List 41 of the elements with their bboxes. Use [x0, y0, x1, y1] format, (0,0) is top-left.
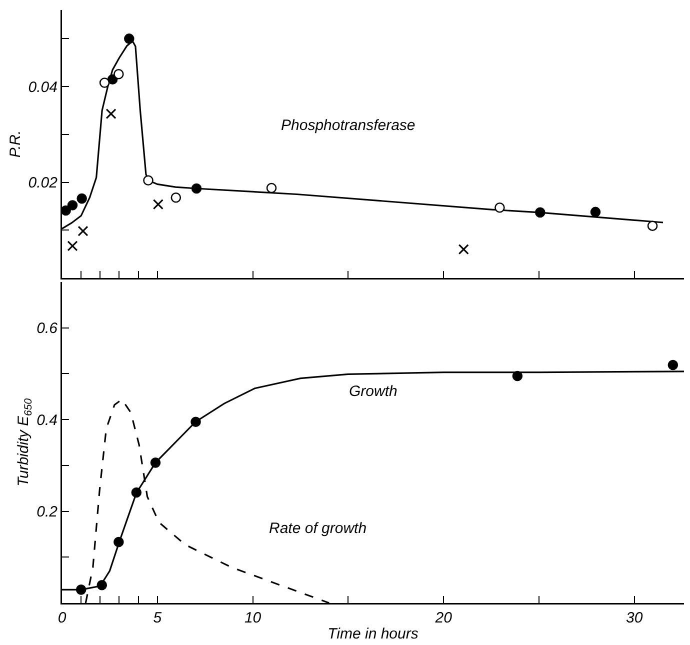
x-axis-title: Time in hours [328, 625, 419, 642]
point [106, 108, 116, 120]
point [124, 34, 134, 44]
point [114, 536, 124, 548]
point [67, 240, 78, 252]
x-tick-label: 10 [244, 610, 262, 626]
point [647, 220, 658, 231]
y-tick-label: 0.2 [36, 504, 58, 521]
annotation: Growth [349, 383, 398, 400]
x-tick-label: 5 [153, 610, 162, 626]
point [590, 206, 601, 218]
point [96, 580, 108, 590]
annotation: Phosphotransferase [281, 117, 416, 134]
y-tick-label: 0.4 [36, 412, 58, 429]
point [512, 370, 523, 382]
point [78, 226, 88, 236]
y-tick-label: 0.02 [28, 174, 58, 192]
point [150, 458, 161, 468]
point [131, 487, 142, 498]
point [266, 182, 277, 194]
point [534, 207, 546, 218]
point [152, 199, 164, 210]
annotation: Rate of growth [269, 520, 367, 537]
x-tick-label: 0 [58, 610, 67, 626]
point [494, 202, 505, 213]
y-tick-label: 0.6 [36, 320, 58, 338]
x-tick-label: 30 [626, 610, 644, 626]
point [67, 200, 78, 210]
x-tick-label: 20 [434, 610, 453, 626]
point [170, 192, 182, 203]
point [668, 360, 678, 370]
point [76, 193, 87, 204]
point [143, 175, 154, 186]
y-axis-title: P.R. [6, 130, 24, 158]
point [114, 68, 124, 80]
point [190, 416, 201, 428]
point [76, 584, 86, 595]
point [458, 244, 469, 255]
point [191, 183, 202, 194]
point [99, 78, 110, 88]
y-tick-label: 0.04 [28, 78, 58, 96]
